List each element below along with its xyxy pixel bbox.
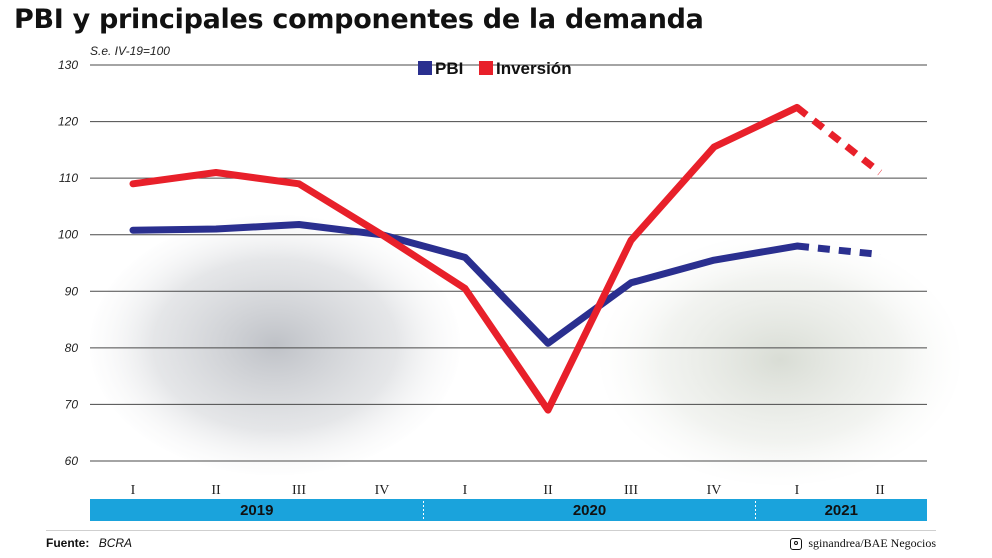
- legend: PBI Inversión: [418, 59, 572, 78]
- x-tick-label: I: [463, 483, 468, 498]
- legend-label-pbi: PBI: [435, 59, 463, 78]
- money-photo-area: [600, 235, 960, 485]
- y-tick-label: 100: [58, 228, 78, 242]
- x-tick-label: II: [211, 483, 221, 498]
- x-tick-label: IV: [375, 483, 390, 498]
- year-band: [90, 499, 927, 521]
- year-label-2019: 2019: [240, 502, 273, 519]
- year-label-2021: 2021: [825, 502, 858, 519]
- series-projection-1: [794, 104, 883, 176]
- source-value: BCRA: [98, 536, 133, 550]
- credit-text: sginandrea/BAE Negocios: [808, 536, 936, 550]
- y-tick-label: 120: [58, 115, 78, 129]
- y-tick-label: 90: [65, 284, 79, 298]
- x-tick-label: III: [624, 483, 638, 498]
- background-photos: [90, 215, 960, 485]
- y-tick-label: 110: [59, 171, 78, 185]
- chart-title: PBI y principales componentes de la dema…: [14, 4, 704, 35]
- footer-credit: sginandrea/BAE Negocios: [790, 536, 936, 551]
- footer-divider: [46, 530, 936, 531]
- x-tick-label: II: [543, 483, 553, 498]
- x-tick-label: I: [795, 483, 800, 498]
- footer-source: Fuente: BCRA: [46, 536, 132, 550]
- x-tick-label: II: [875, 483, 885, 498]
- x-tick-label: IV: [707, 483, 722, 498]
- legend-swatch-inversion: [479, 61, 493, 75]
- y-tick-label: 80: [65, 341, 79, 355]
- x-tick-label: III: [292, 483, 306, 498]
- x-tick-label: I: [131, 483, 136, 498]
- legend-label-inversion: Inversión: [496, 59, 572, 78]
- y-tick-label: 130: [58, 58, 78, 72]
- series-projection-0: [796, 242, 881, 258]
- year-label-2020: 2020: [573, 502, 606, 519]
- welder-photo-area: [90, 215, 460, 475]
- y-tick-label: 70: [65, 397, 79, 411]
- y-tick-label: 60: [65, 454, 79, 468]
- legend-swatch-pbi: [418, 61, 432, 75]
- source-label: Fuente:: [46, 536, 90, 550]
- line-chart: 60 70 80 90 100 110 120 130 S.e. IV-19=100 PBI …: [58, 44, 960, 521]
- chart-subtitle: S.e. IV-19=100: [90, 44, 170, 58]
- instagram-icon: [790, 537, 803, 550]
